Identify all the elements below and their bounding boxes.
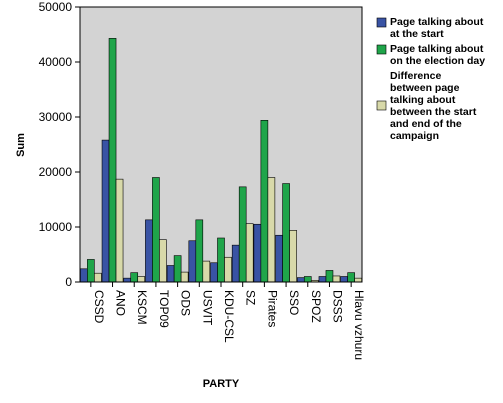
x-tick-label: DSSS — [330, 290, 344, 323]
legend-swatch-1 — [376, 17, 387, 28]
bar-sz-series-3 — [245, 223, 254, 283]
x-tick-label: SZ — [244, 290, 258, 305]
x-tick-label: Pirates — [265, 290, 279, 327]
x-ticks-group: CSSD ANO KSCM TOP09 ODS USVIT KDU-CSL SZ Pirates… — [90, 282, 366, 360]
bar-dsss-series-3 — [332, 275, 341, 283]
bar-usvit-series-1 — [188, 240, 197, 283]
x-tick-label: ANO — [114, 290, 128, 316]
bar-cssd-series-2 — [87, 259, 95, 283]
bar-pirates-series-2 — [260, 120, 269, 283]
x-tick-label: USVIT — [200, 290, 214, 326]
legend-label-line: between page — [390, 82, 460, 94]
x-tick-label: SSO — [287, 290, 301, 315]
y-tick-label: 10000 — [39, 220, 73, 234]
bar-cssd-series-3 — [94, 272, 102, 283]
bar-ods-series-3 — [180, 271, 189, 283]
legend-label-line: Page talking about — [390, 16, 484, 28]
bar-kdu-csl-series-3 — [224, 256, 232, 283]
bar-spoz-series-1 — [296, 277, 305, 283]
legend-label-line: talking about — [390, 94, 456, 106]
bar-ano-series-3 — [115, 178, 124, 283]
bar-kdu-csl-series-1 — [210, 262, 218, 283]
bar-top09-series-2 — [152, 177, 160, 283]
legend-label-line: Page talking about — [390, 43, 484, 55]
x-tick-label: CSSD — [92, 290, 106, 324]
bar-pirates-series-3 — [267, 177, 276, 283]
bar-sso-series-2 — [282, 183, 290, 283]
bar-sz-series-1 — [231, 244, 240, 283]
y-ticks-group: 0 10000 20000 30000 40000 50000 — [39, 0, 80, 289]
legend-label-line: on the election day — [390, 55, 485, 67]
bar-kdu-csl-series-2 — [217, 237, 225, 283]
legend-label-line: Difference — [390, 70, 442, 82]
legend-label-line: campaign — [390, 130, 439, 142]
bar-ano-series-1 — [101, 139, 110, 283]
y-tick-label: 0 — [65, 275, 72, 289]
bar-pirates-series-1 — [253, 223, 262, 283]
bar-ods-series-1 — [166, 265, 175, 283]
bar-usvit-series-3 — [202, 260, 211, 283]
bar-ano-series-2 — [108, 38, 117, 283]
bar-kscm-series-2 — [130, 272, 139, 283]
bar-spoz-series-2 — [303, 276, 312, 283]
bar-top09-series-3 — [159, 239, 167, 283]
bar-hlavu-vzhuru-series-3 — [354, 277, 362, 283]
bar-cssd-series-1 — [80, 268, 88, 283]
bar-sso-series-1 — [275, 234, 283, 283]
y-tick-label: 30000 — [39, 110, 73, 124]
bar-kscm-series-3 — [137, 276, 146, 283]
x-tick-label: TOP09 — [157, 290, 171, 328]
x-tick-label: KDU-CSL — [222, 290, 236, 343]
legend-label-line: between the start — [390, 106, 477, 118]
bar-sso-series-3 — [289, 230, 297, 283]
legend-swatch-2 — [376, 44, 387, 55]
bar-hlavu-vzhuru-series-1 — [340, 276, 348, 283]
legend-label-line: and end of the — [390, 118, 462, 130]
bar-dsss-series-1 — [318, 276, 327, 283]
y-tick-label: 20000 — [39, 165, 73, 179]
legend-label-line: at the start — [390, 28, 444, 40]
bar-dsss-series-2 — [325, 270, 334, 283]
x-tick-label: Hlavu vzhuru — [352, 290, 366, 360]
y-tick-label: 40000 — [39, 55, 73, 69]
x-axis-label: PARTY — [203, 378, 240, 390]
legend-swatch-3 — [376, 100, 387, 111]
bar-ods-series-2 — [173, 255, 182, 283]
bar-usvit-series-2 — [195, 219, 204, 283]
x-tick-label: SPOZ — [309, 290, 323, 323]
x-tick-label: KSCM — [135, 290, 149, 325]
bar-hlavu-vzhuru-series-2 — [347, 272, 355, 283]
y-axis-label: Sum — [15, 133, 27, 157]
y-tick-label: 50000 — [39, 0, 73, 14]
bar-kscm-series-1 — [123, 277, 132, 283]
plot-background — [79, 6, 363, 283]
bar-top09-series-1 — [145, 219, 153, 283]
x-tick-label: ODS — [179, 290, 193, 316]
bar-sz-series-2 — [238, 186, 247, 283]
